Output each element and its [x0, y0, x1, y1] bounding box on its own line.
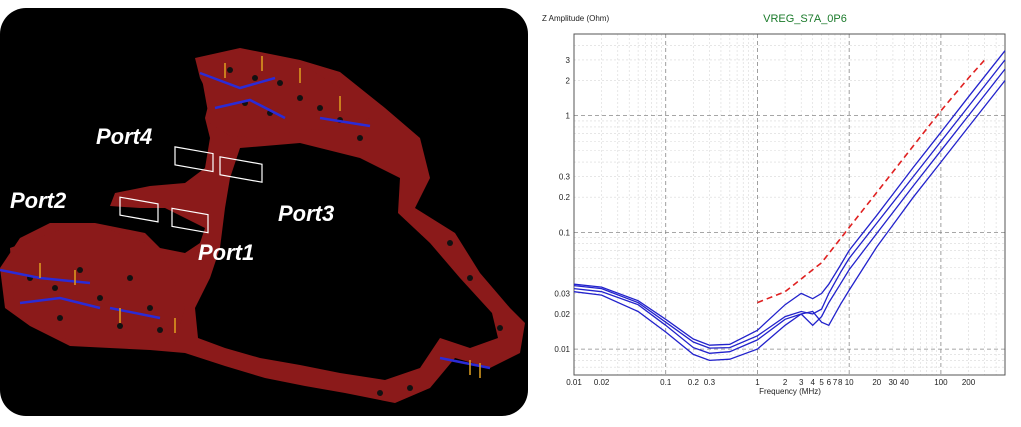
pcb-layout-panel: Port4 Port2 Port3 Port1	[0, 8, 528, 416]
chart-grid	[573, 33, 1006, 376]
plane-cutout	[195, 143, 498, 380]
y-tick-label: 1	[566, 112, 571, 121]
x-tick-label: 5	[819, 378, 824, 387]
component-pins	[39, 56, 481, 378]
x-tick-label: 0.1	[660, 378, 672, 387]
x-tick-label: 2	[783, 378, 788, 387]
y-tick-label: 0.01	[554, 345, 570, 354]
y-tick-label: 3	[566, 56, 571, 65]
x-tick-label: 8	[838, 378, 843, 387]
x-tick-label: 20	[872, 378, 881, 387]
y-tick-labels: 0.01 0.02 0.03 0.1 0.2 0.3 1 2 3	[554, 56, 570, 354]
y-tick-label: 0.3	[559, 173, 571, 182]
impedance-curve-3	[573, 80, 1006, 362]
port4-label: Port4	[96, 124, 153, 149]
x-tick-label: 3	[799, 378, 804, 387]
x-tick-labels: 0.01 0.02 0.1 0.2 0.3 1 2 3 4 5 6 7 8 10 20 30 40 100 200	[566, 378, 976, 387]
x-tick-label: 7	[833, 378, 838, 387]
x-tick-label: 4	[810, 378, 815, 387]
y-tick-label: 0.1	[559, 228, 571, 237]
chart-series	[573, 50, 1006, 362]
lower-left-copper-area	[10, 230, 185, 348]
x-tick-label: 0.2	[688, 378, 700, 387]
port1-label: Port1	[198, 240, 255, 265]
impedance-curve-2	[573, 68, 1006, 354]
upper-copper-area	[200, 56, 370, 138]
target-impedance-line	[757, 59, 986, 304]
port-components	[119, 146, 263, 234]
x-tick-label: 200	[962, 378, 976, 387]
x-tick-label: 1	[755, 378, 760, 387]
x-tick-label: 0.01	[566, 378, 582, 387]
pcb-layout-drawing	[0, 48, 525, 403]
x-tick-label: 6	[827, 378, 832, 387]
y-tick-label: 0.2	[559, 193, 571, 202]
chart-title: VREG_S7A_0P6	[763, 13, 847, 25]
x-tick-label: 100	[934, 378, 948, 387]
x-axis-title: Frequency (MHz)	[759, 387, 821, 396]
y-axis-title: Z Amplitude (Ohm)	[542, 14, 609, 23]
x-tick-label: 0.3	[704, 378, 716, 387]
port2-label: Port2	[10, 188, 67, 213]
x-tick-label: 40	[900, 378, 909, 387]
y-tick-label: 0.02	[554, 310, 570, 319]
port3-label: Port3	[278, 201, 335, 226]
x-tick-label: 0.02	[594, 378, 610, 387]
impedance-curve-4	[573, 50, 1006, 346]
x-tick-label: 10	[845, 378, 854, 387]
impedance-chart: Z Amplitude (Ohm) VREG_S7A_0P6 0.010.020…	[542, 13, 1006, 396]
y-tick-label: 2	[566, 76, 571, 85]
plot-frame	[573, 33, 1006, 376]
y-tick-label: 0.03	[554, 289, 570, 298]
x-tick-label: 30	[888, 378, 897, 387]
